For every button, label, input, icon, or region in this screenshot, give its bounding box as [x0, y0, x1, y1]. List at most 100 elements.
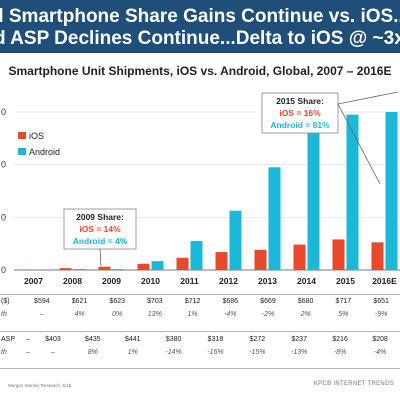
- android-asp-cell: $403: [45, 336, 61, 343]
- ios-growth-cell: -2%: [261, 310, 275, 318]
- ios-asp-cell: $712: [184, 298, 201, 305]
- android-growth-cell: -8%: [333, 348, 347, 356]
- android-asp-cell: $435: [85, 336, 101, 343]
- slide-header: d Smartphone Share Gains Continue vs. iO…: [0, 0, 400, 53]
- brand-footer: KPCB INTERNET TRENDS: [313, 381, 394, 387]
- bar-ios: [215, 252, 228, 270]
- ios-growth-cell: 13%: [147, 310, 162, 318]
- bar-ios: [137, 263, 150, 270]
- slide-title-line-2: d ASP Declines Continue...Delta to iOS @…: [0, 28, 400, 49]
- legend-label-android: Android: [29, 147, 60, 157]
- ios-growth-row: th – 4% 0% 13% 1% -4% -2% 2% 5% -9%: [0, 308, 400, 320]
- ios-asp-cell: $594: [34, 298, 50, 305]
- ios-growth-cell: 2%: [300, 310, 311, 318]
- ios-growth-cell: -4%: [224, 310, 237, 318]
- bar-android: [112, 269, 125, 270]
- slide-title-line-1: d Smartphone Share Gains Continue vs. iO…: [0, 6, 400, 27]
- android-growth-cell: -15%: [249, 348, 266, 356]
- android-growth-cell: -16%: [207, 348, 224, 356]
- annotation-arrow-2015: [337, 91, 399, 105]
- android-asp-row: ASP – $403 $435 $441 $380 $318 $272 $237…: [0, 333, 400, 346]
- bar-ios: [254, 249, 267, 270]
- x-tick-label: 2016E: [372, 276, 397, 286]
- chart-title: Smartphone Unit Shipments, iOS vs. Andro…: [8, 64, 392, 78]
- bar-android: [151, 261, 164, 270]
- x-tick-label: 2007: [24, 276, 43, 286]
- ios-asp-row: ($) $594 $621 $623 $703 $712 $686 $669 $…: [0, 295, 400, 308]
- x-tick-label: 2013: [258, 276, 277, 286]
- ios-growth-cell: 4%: [74, 310, 85, 318]
- legend-label-ios: iOS: [29, 131, 44, 141]
- android-asp-cell: $237: [291, 336, 307, 343]
- ios-asp-cell: $686: [222, 298, 239, 305]
- ios-growth-cell: –: [39, 310, 44, 318]
- annotation-title-2015: 2015 Share:: [276, 96, 324, 106]
- ios-asp-cell: $651: [373, 298, 389, 305]
- android-growth-row: th – – 8% 1% -14% -16% -15% -13% -8% -4%: [0, 346, 400, 358]
- bar-ios: [371, 242, 384, 270]
- android-growth-cell: -13%: [291, 348, 308, 356]
- y-tick-label: 0: [1, 212, 6, 222]
- android-asp-cell: $380: [165, 336, 182, 343]
- ios-asp-cell: $717: [335, 298, 352, 305]
- x-tick-label: 2011: [180, 276, 199, 286]
- bar-android: [346, 114, 359, 270]
- android-asp-cell: –: [26, 336, 30, 343]
- android-asp-cell: $208: [372, 336, 388, 343]
- bar-android: [268, 167, 281, 270]
- annotation-android-2009: Android = 4%: [73, 236, 128, 246]
- android-growth-label: th: [1, 348, 7, 356]
- ios-asp-cell: $680: [297, 298, 314, 305]
- annotation-arrow-2009: [99, 248, 102, 267]
- ios-growth-cell: -9%: [374, 310, 388, 318]
- ios-growth-cell: 1%: [187, 310, 198, 318]
- x-tick-label: 2015: [336, 276, 355, 286]
- x-tick-label: 2009: [102, 276, 121, 286]
- x-tick-label: 2010: [141, 276, 160, 286]
- android-growth-cell: -14%: [165, 348, 182, 356]
- android-growth-cell: 8%: [87, 348, 98, 356]
- y-tick-label: 0: [1, 265, 6, 275]
- x-tick-label: 2012: [219, 276, 238, 286]
- ios-growth-cell: 0%: [112, 310, 123, 318]
- annotation-android-2015: Android = 81%: [270, 120, 330, 130]
- annotation-box-2015: [261, 92, 339, 134]
- bar-android: [190, 241, 203, 270]
- legend-swatch-ios: [18, 132, 26, 139]
- legend-swatch-android: [18, 148, 26, 155]
- y-tick-label: 0: [1, 107, 6, 117]
- bar-android: [385, 112, 398, 270]
- ios-growth-label: th: [1, 310, 7, 318]
- android-asp-cell: $216: [332, 336, 348, 343]
- ios-growth-cell: 5%: [338, 310, 349, 318]
- bar-ios: [293, 244, 306, 270]
- android-asp-cell: $441: [124, 336, 141, 343]
- bar-ios: [332, 239, 345, 270]
- ios-asp-cell: $669: [260, 298, 276, 305]
- bar-ios: [59, 268, 72, 270]
- android-growth-cell: 1%: [127, 348, 138, 356]
- android-growth-cell: –: [50, 348, 55, 356]
- android-asp-cell: $272: [249, 336, 266, 343]
- source-note: Morgan Stanley Research, 5/16.: [8, 383, 73, 388]
- annotation-box-2009: [63, 208, 137, 250]
- bar-android: [229, 210, 242, 270]
- table-divider: [0, 331, 400, 332]
- android-growth-cell: -4%: [373, 348, 387, 356]
- android-growth-cell: –: [26, 348, 30, 356]
- annotation-title-2009: 2009 Share:: [76, 212, 124, 222]
- ios-asp-table: ($) $594 $621 $623 $703 $712 $686 $669 $…: [0, 295, 400, 320]
- y-tick-label: 0: [1, 160, 6, 170]
- ios-asp-cell: $621: [71, 298, 88, 305]
- ios-asp-label: ($): [1, 298, 10, 305]
- annotation-arrow-2015: [337, 103, 381, 185]
- x-tick-label: 2014: [297, 276, 316, 286]
- bar-android: [307, 133, 320, 270]
- annotation-ios-2009: iOS = 14%: [79, 224, 121, 234]
- android-asp-label: ASP: [1, 336, 16, 343]
- bar-ios: [176, 257, 189, 270]
- bar-chart: 0 0 0 0 2007 2008 2009 2010 2011 2012 2013 2014 2015…: [1, 91, 400, 286]
- ios-asp-cell: $623: [109, 298, 125, 305]
- table-divider: [0, 294, 400, 295]
- x-tick-label: 2008: [63, 276, 82, 286]
